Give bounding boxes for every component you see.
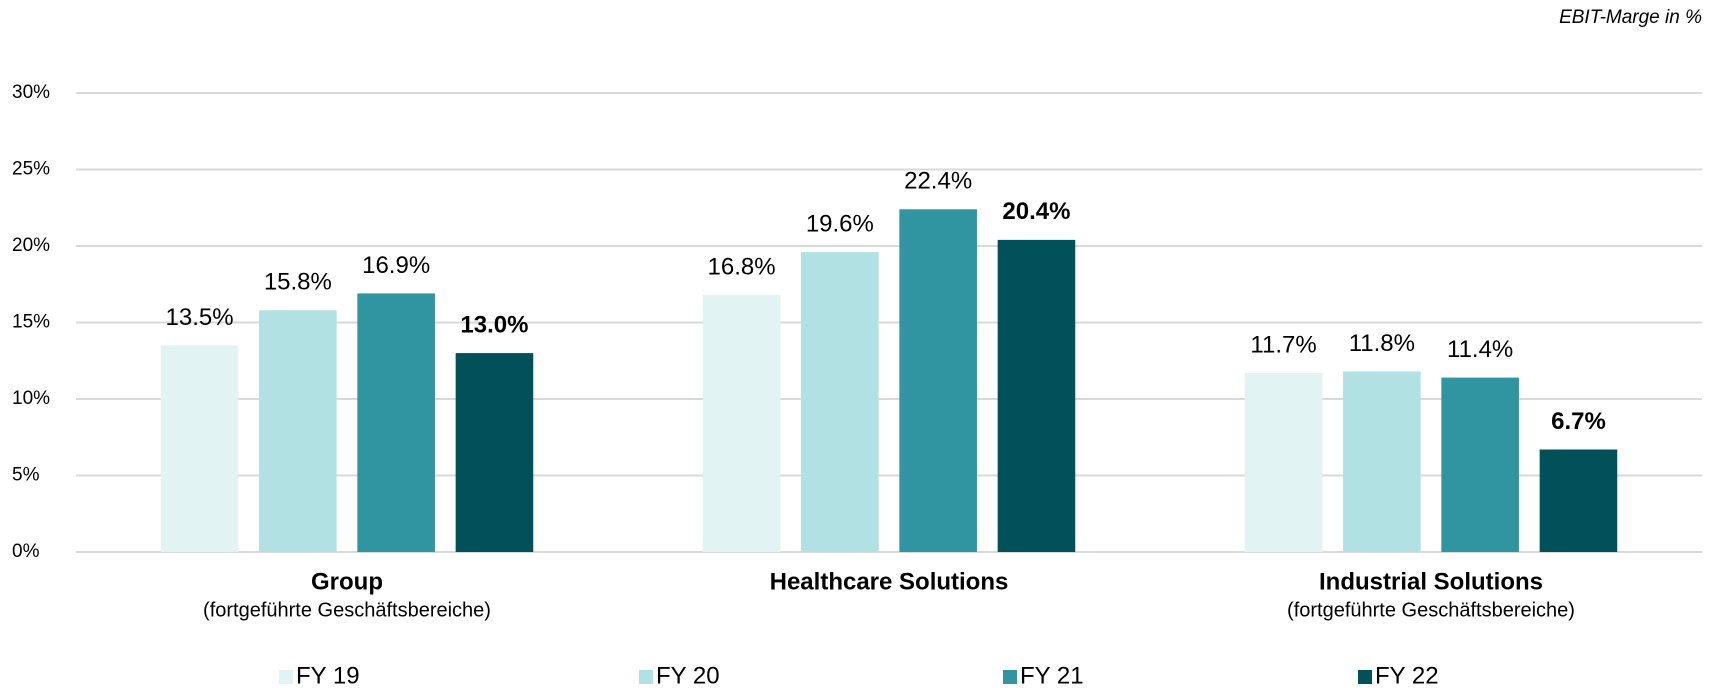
bar: [259, 310, 337, 552]
category-label: Healthcare Solutions: [770, 568, 1009, 595]
data-label: 11.7%: [1250, 331, 1316, 358]
category-subtitle: (fortgeführte Geschäftsbereiche): [203, 599, 491, 621]
data-label: 13.5%: [166, 304, 234, 331]
bar: [1539, 449, 1618, 552]
unit-note: EBIT-Marge in %: [1559, 7, 1702, 28]
bar: [357, 293, 435, 552]
bar: [801, 252, 879, 552]
category-label: Industrial Solutions: [1319, 568, 1543, 595]
y-tick-label: 15%: [12, 312, 50, 333]
y-tick-label: 5%: [12, 465, 40, 486]
bar: [1441, 377, 1519, 552]
bar: [160, 345, 239, 552]
bar: [1343, 371, 1421, 552]
data-label: 11.8%: [1349, 330, 1415, 357]
legend-label: FY 22: [1375, 662, 1439, 688]
y-tick-label: 20%: [12, 235, 50, 256]
bar: [899, 209, 977, 552]
y-tick-label: 25%: [12, 159, 50, 180]
data-label: 15.8%: [264, 269, 332, 296]
bar: [702, 294, 781, 552]
bar: [1244, 372, 1323, 552]
data-label: 19.6%: [806, 210, 874, 237]
y-tick-label: 10%: [12, 388, 50, 409]
category-label: Group: [311, 568, 383, 595]
data-label: 16.9%: [362, 252, 430, 279]
data-label: 22.4%: [904, 168, 972, 195]
legend-swatch: [279, 670, 293, 684]
data-label: 13.0%: [460, 311, 528, 338]
data-label: 11.4%: [1447, 336, 1513, 363]
legend-label: FY 19: [296, 662, 360, 688]
y-tick-label: 0%: [12, 541, 40, 562]
legend-label: FY 20: [656, 662, 720, 688]
category-subtitle: (fortgeführte Geschäftsbereiche): [1287, 599, 1575, 621]
data-label: 16.8%: [708, 253, 776, 280]
legend-swatch: [1003, 670, 1017, 684]
legend-swatch: [1358, 670, 1372, 684]
data-label: 6.7%: [1551, 408, 1606, 435]
legend-swatch: [639, 670, 653, 684]
legend-label: FY 21: [1020, 662, 1084, 688]
y-tick-label: 30%: [12, 82, 50, 103]
data-label: 20.4%: [1002, 198, 1070, 225]
bar: [455, 353, 534, 552]
bar: [997, 239, 1076, 552]
